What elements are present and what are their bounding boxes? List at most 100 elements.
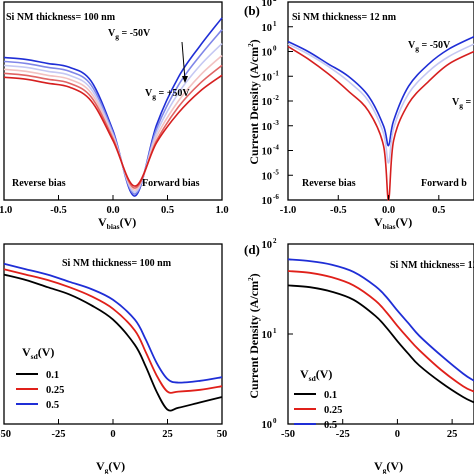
panel-a-series-line [3,17,223,197]
x-tick-label: 0 [395,429,400,440]
y-tick-exponent: -2 [273,94,279,102]
panel-d-letter: (d) [244,242,260,257]
x-tick-label: 1.0 [215,205,228,216]
panel-b-frame [287,1,474,201]
panel-b-series-line [287,45,474,201]
panel-d-series [287,258,474,404]
panel-b-y-label: Current Density (A/cm2) [247,39,261,164]
y-tick-label: 10 [262,0,273,9]
panel-a-arrow-head [182,76,188,83]
panel-d-legend-title: Vsd(V) [300,367,332,383]
legend-label: 0.5 [46,400,59,411]
panel-c-series [3,262,223,412]
panel-c-series-line [3,273,223,412]
panel-a-reverse-text: Reverse bias [12,178,66,189]
panel-a: Si NM thickness= 100 nm Vg = -50V Vg = +… [0,1,229,231]
panel-d-annotation: Si NM thickness= 12 [390,260,474,271]
x-tick-label: -25 [336,429,350,440]
panel-a-gate-arrow [181,41,186,81]
y-tick-label: 10 [262,196,273,207]
panel-d-series-line [287,258,474,382]
y-tick-exponent: -3 [273,119,279,127]
x-tick-label: 0.0 [382,205,395,216]
panel-a-series-line [3,64,223,189]
x-tick-label: -1.0 [280,205,297,216]
legend-label: 0.5 [324,420,337,431]
legend-label: 0.25 [46,385,64,396]
panel-d-y-label: Current Density (A/cm2) [247,273,261,398]
x-tick-label: 0.5 [432,205,445,216]
panel-c-x-label: Vg(V) [96,459,125,474]
y-tick-exponent: -5 [273,168,279,176]
panel-d-x-ticks: -50 -25 0 25 [281,419,457,440]
y-tick-label: 10 [262,420,273,431]
panel-b-y-ticks: 10210110010-110-210-310-410-510-6 [262,0,293,207]
panel-d-series-line [287,284,474,404]
y-tick-label: 10 [262,72,273,83]
panel-b-series-line [287,43,474,164]
x-tick-label: 0.5 [161,205,174,216]
x-tick-label: 25 [162,429,173,440]
panel-a-series-line [3,54,223,191]
panel-c: Si NM thickness= 100 nm Vsd(V) 0.10.250.… [0,243,228,474]
panel-c-series-line [3,262,223,384]
x-tick-label: 25 [447,429,458,440]
panel-b-series [287,35,474,201]
y-tick-exponent: -1 [273,69,279,77]
y-tick-label: 10 [262,147,273,158]
legend-label: 0.1 [46,370,59,381]
panel-a-forward-text: Forward bias [142,178,200,189]
y-tick-label: 10 [262,330,273,341]
panel-a-gate-label-bottom: Vg = +50V [145,88,190,101]
y-tick-label: 10 [262,97,273,108]
x-tick-label: 50 [217,429,228,440]
panel-c-legend-title: Vsd(V) [22,345,54,361]
panel-a-x-ticks: -1.0 -0.5 0.0 0.5 1.0 [0,195,229,216]
y-tick-exponent: 2 [273,237,277,245]
panel-d-frame [287,243,474,425]
panel-d-series-line [287,270,474,393]
y-tick-exponent: 1 [273,20,277,28]
panel-b-forward-text: Forward b [421,178,467,189]
panel-b-x-label: Vbias(V) [374,215,412,231]
legend-label: 0.1 [324,390,337,401]
panel-b-gate-label-bottom: Vg = - [452,97,474,110]
y-tick-label: 10 [262,240,273,251]
panel-b: (b) Si NM thickness= 12 nm Vg = -50V Vg … [244,0,474,231]
y-tick-label: 10 [262,48,273,59]
panel-a-series [3,17,223,197]
panel-b-series-line [287,35,474,147]
panel-b-reverse-text: Reverse bias [302,178,356,189]
panel-a-x-label: Vbias(V) [98,215,136,231]
panel-d-x-label: Vg(V) [374,459,403,474]
y-tick-exponent: 1 [273,327,277,335]
x-tick-label: -25 [52,429,66,440]
panel-d-legend: 0.1 0.25 0.5 [294,390,342,431]
panel-b-gate-label-top: Vg = -50V [408,40,451,53]
y-tick-label: 10 [262,23,273,34]
panel-a-annotation: Si NM thickness= 100 nm [6,12,116,23]
legend-label: 0.25 [324,405,342,416]
panel-a-series-line [3,74,223,187]
y-tick-exponent: 2 [273,0,277,3]
panel-d: (d) Si NM thickness= 12 Vsd(V) 0.10.250.… [244,237,474,474]
panel-b-annotation: Si NM thickness= 12 nm [292,12,397,23]
x-tick-label: -1.0 [0,205,12,216]
panel-b-letter: (b) [244,3,260,18]
panel-c-legend: 0.1 0.25 0.5 [16,370,64,411]
panel-b-x-ticks: -1.0 -0.5 0.0 0.5 [280,195,445,216]
x-tick-label: 0.0 [106,205,119,216]
y-tick-exponent: 0 [273,45,277,53]
y-tick-exponent: -4 [273,144,279,152]
y-tick-label: 10 [262,171,273,182]
y-tick-exponent: -6 [273,193,279,201]
x-tick-label: -0.5 [330,205,347,216]
x-tick-label: -50 [0,429,11,440]
y-tick-label: 10 [262,122,273,133]
x-tick-label: -0.5 [50,205,67,216]
panel-a-series-line [3,29,223,195]
x-tick-label: 0 [110,429,115,440]
y-tick-exponent: 0 [273,417,277,425]
